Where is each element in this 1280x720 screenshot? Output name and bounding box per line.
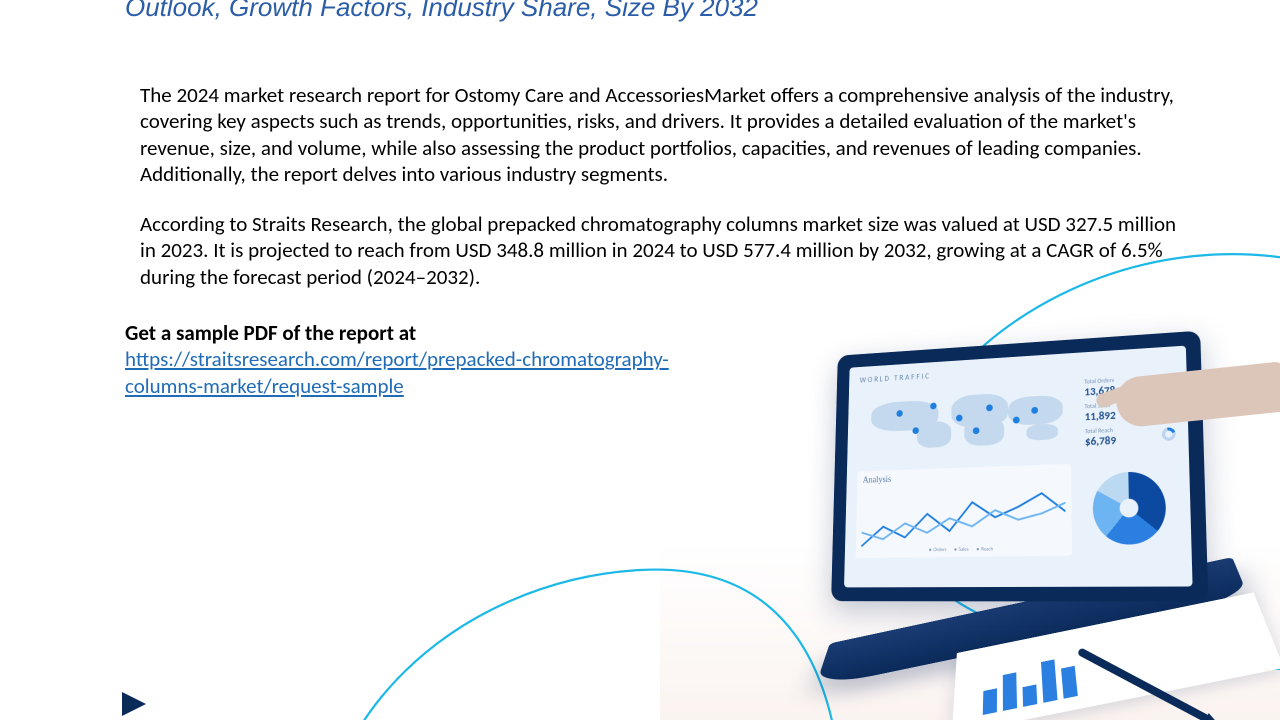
- slide: Outlook, Growth Factors, Industry Share,…: [0, 0, 1280, 720]
- laptop-screen-frame: WORLD TRAFFIC Total Orders13,678Total Sa…: [831, 331, 1208, 602]
- map-dot: [1031, 406, 1038, 413]
- cta-block: Get a sample PDF of the report at https:…: [125, 320, 715, 399]
- hero-illustration: WORLD TRAFFIC Total Orders13,678Total Sa…: [720, 240, 1280, 720]
- legend-item: Sales: [954, 547, 969, 553]
- stat-row: Total Reach$6,789: [1085, 423, 1176, 448]
- line-chart: Analysis OrdersSalesReach: [856, 464, 1072, 558]
- pie-chart-wrap: [1081, 460, 1179, 555]
- page-title: Outlook, Growth Factors, Industry Share,…: [125, 0, 1155, 20]
- cta-label: Get a sample PDF of the report at: [125, 320, 416, 346]
- laptop: WORLD TRAFFIC Total Orders13,678Total Sa…: [831, 331, 1208, 602]
- stat-value: 11,892: [1085, 409, 1116, 423]
- stat-value: $6,789: [1085, 434, 1116, 448]
- legend-item: Reach: [976, 546, 993, 552]
- accent-blob-bottom: [320, 540, 840, 720]
- sample-pdf-link[interactable]: https://straitsresearch.com/report/prepa…: [125, 346, 669, 398]
- paragraph-1: The 2024 market research report for Osto…: [140, 82, 1180, 187]
- logo-triangle-icon: [122, 692, 146, 716]
- pie-chart: [1092, 471, 1166, 545]
- world-map: [858, 378, 1077, 464]
- legend-item: Orders: [929, 547, 947, 553]
- stat-donut-icon: [1159, 425, 1178, 443]
